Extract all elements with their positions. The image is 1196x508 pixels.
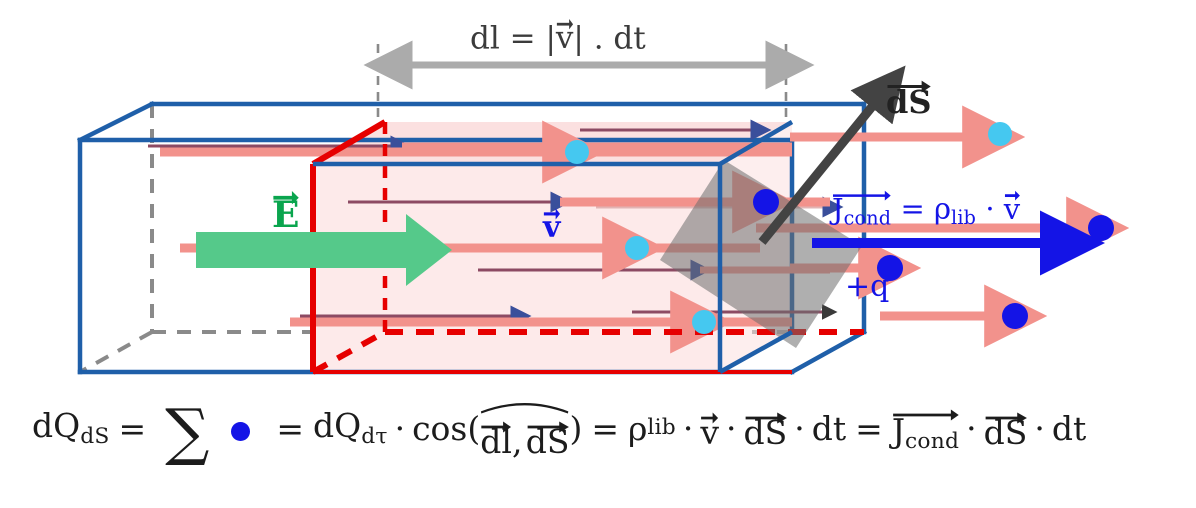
- v-vector-glyph: v: [555, 18, 574, 57]
- velocity-label: v: [543, 204, 560, 243]
- charge-dots-blue: [753, 189, 1114, 329]
- v-vector-glyph-inner: v: [543, 204, 560, 243]
- summation-symbol: ∑: [165, 394, 210, 468]
- j-eq-rho: ρ: [933, 191, 952, 226]
- E-field-arrow: [196, 214, 452, 286]
- eq-rho-sub: lib: [647, 415, 676, 441]
- eq-dot-4: ·: [794, 408, 805, 448]
- eq-dQdtau: dQdτ: [313, 405, 388, 449]
- eq-dot-5: ·: [966, 408, 977, 448]
- eq-equals-4: =: [855, 408, 883, 448]
- dl-vector-glyph: dl: [480, 421, 512, 462]
- J-cond-vector-glyph: Jcond: [832, 190, 892, 230]
- eq-dot-3: ·: [726, 408, 737, 448]
- eq-dQdS: dQdS: [32, 405, 110, 449]
- j-eq-equals: =: [900, 191, 925, 226]
- eq-v-glyph: v: [700, 412, 720, 453]
- blue-charge-dot-icon: [231, 421, 251, 441]
- angle-hat-group: dl, dS: [480, 398, 569, 458]
- j-eq-v-glyph: v: [1003, 190, 1021, 226]
- eq-dot-1: ·: [394, 408, 406, 448]
- eq-J-cond-glyph: Jcond: [891, 409, 960, 454]
- dS-label: dS: [886, 76, 931, 118]
- dS-normal-arrow: [758, 65, 906, 245]
- j-eq-dot: ·: [985, 191, 995, 226]
- eq-equals-2: =: [276, 408, 305, 448]
- dS-vector-glyph-eq: dS: [525, 421, 570, 462]
- dS-vector-glyph: dS: [886, 76, 931, 118]
- current-density-equation: Jcond = ρlib · v: [832, 186, 1020, 227]
- eq-dS-glyph-a: dS: [743, 412, 788, 453]
- j-eq-rho-sub: lib: [951, 206, 977, 230]
- E-vector-glyph: E: [272, 186, 299, 233]
- eq-cos-close: ): [569, 408, 583, 448]
- charge-label: +q: [845, 269, 890, 304]
- dimension-label: dl = | v| . dt: [470, 14, 646, 54]
- eq-rho: ρ: [628, 408, 648, 448]
- eq-dot-6: ·: [1034, 408, 1045, 448]
- eq-cos-open: cos(: [412, 408, 481, 448]
- eq-dS-glyph-b: dS: [983, 412, 1028, 453]
- eq-equals-1: =: [118, 408, 147, 448]
- eq-dt-a: dt: [811, 408, 847, 448]
- charge-dots-cyan: [565, 122, 1012, 334]
- eq-dot-2: ·: [682, 408, 694, 448]
- slab-right-face-blue: [313, 120, 794, 374]
- main-equation: dQdS = ∑ = dQdτ · cos( dl, dS ) = ρ lib ·…: [32, 394, 1087, 468]
- eq-dt-b: dt: [1051, 408, 1087, 448]
- eq-equals-3: =: [591, 408, 619, 448]
- E-field-label: E: [272, 186, 299, 233]
- dS-surface-plane: [660, 160, 862, 348]
